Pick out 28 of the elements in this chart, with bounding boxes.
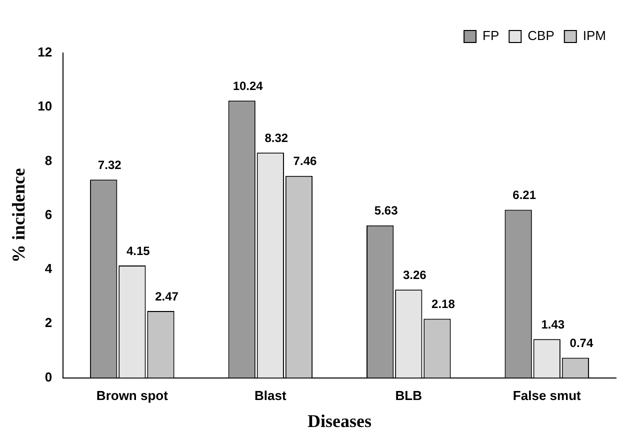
y-tick-label: 2	[44, 315, 52, 330]
y-tick-label: 8	[44, 152, 52, 168]
y-tick-label: 6	[44, 206, 52, 222]
data-label: 3.26	[402, 268, 427, 282]
data-label: 1.43	[541, 317, 565, 332]
data-label: 2.18	[432, 297, 456, 312]
legend-label: IPM	[582, 28, 606, 44]
data-label: 7.46	[293, 154, 317, 168]
legend-label: FP	[482, 28, 500, 44]
y-tick-label: 12	[38, 44, 52, 60]
x-tick-label: BLB	[395, 388, 422, 404]
data-label: 8.32	[264, 130, 288, 145]
y-tick-label: 4	[44, 261, 53, 276]
data-label: 5.63	[374, 204, 398, 218]
data-label: 0.74	[570, 336, 594, 350]
x-tick-label: Brown spot	[96, 388, 169, 404]
y-axis-title: % incidence	[8, 168, 28, 263]
y-tick-label: 0	[44, 369, 52, 384]
x-tick-label: Blast	[254, 388, 287, 404]
data-label: 2.47	[155, 289, 179, 304]
data-label: 4.15	[126, 244, 150, 258]
x-tick-label: False smut	[512, 388, 582, 404]
data-label: 6.21	[512, 188, 536, 202]
data-label: 10.24	[232, 78, 264, 93]
legend-label: CBP	[528, 28, 554, 44]
data-label: 7.32	[98, 158, 122, 172]
y-tick-label: 10	[38, 98, 52, 114]
x-axis-title: Diseases	[308, 410, 372, 431]
